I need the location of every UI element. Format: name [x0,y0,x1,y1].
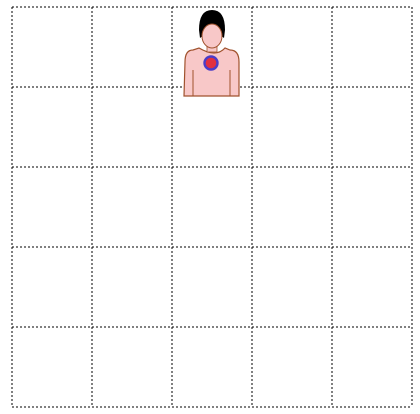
grid-cell[interactable] [12,7,92,87]
grid-cell[interactable] [12,327,92,407]
grid-lines [11,6,413,408]
grid-cell[interactable] [252,87,332,167]
grid-cell[interactable] [92,167,172,247]
avatar-face [201,23,223,49]
grid-cell[interactable] [12,87,92,167]
grid-cell[interactable] [92,7,172,87]
grid-cell[interactable] [332,247,412,327]
grid-cell[interactable] [172,87,252,167]
grid-cell[interactable] [12,167,92,247]
grid-cell[interactable] [172,247,252,327]
grid-cell[interactable] [92,327,172,407]
player-avatar[interactable] [183,10,240,97]
grid-cell[interactable] [332,167,412,247]
grid-cell[interactable] [12,247,92,327]
grid-cell[interactable] [252,167,332,247]
grid-cell[interactable] [332,87,412,167]
grid-cell[interactable] [92,87,172,167]
grid-cells [12,7,412,407]
grid-cell[interactable] [252,327,332,407]
grid-cell[interactable] [92,247,172,327]
grid-cell[interactable] [332,327,412,407]
avatar-body [183,47,240,97]
grid-cell[interactable] [172,167,252,247]
grid-cell[interactable] [332,7,412,87]
red-dot-icon [203,55,219,71]
grid-cell[interactable] [172,327,252,407]
grid-cell[interactable] [252,7,332,87]
grid-cell[interactable] [252,247,332,327]
